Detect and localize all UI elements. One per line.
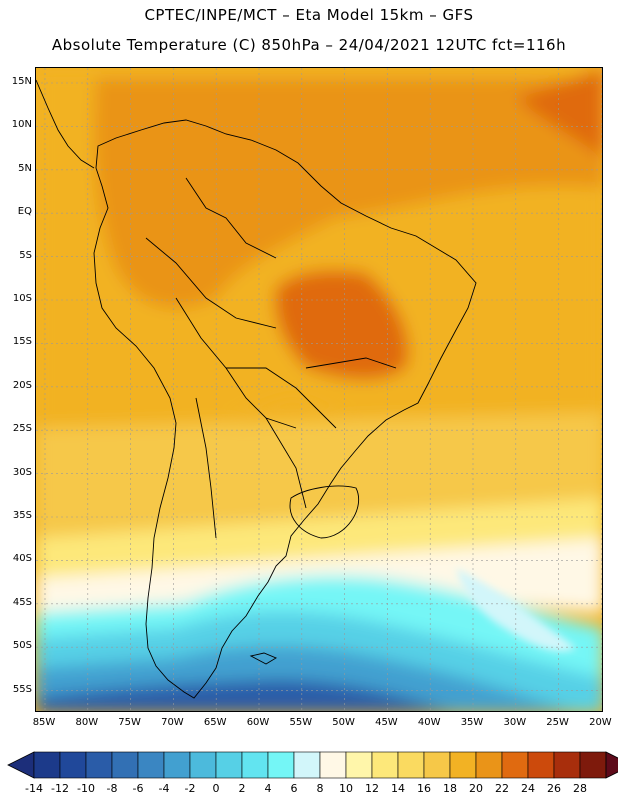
colorbar-label: 8 bbox=[316, 782, 324, 795]
lon-label: 25W bbox=[546, 717, 569, 728]
colorbar-label: 16 bbox=[417, 782, 431, 795]
colorbar-label: 18 bbox=[443, 782, 457, 795]
colorbar-cell bbox=[267, 751, 295, 779]
lon-label: 65W bbox=[203, 717, 227, 728]
colorbar-label: 12 bbox=[365, 782, 379, 795]
colorbar-over-arrow bbox=[605, 751, 618, 779]
colorbar-label: 28 bbox=[573, 782, 587, 795]
colorbar-label: -14 bbox=[25, 782, 43, 795]
lon-label: 80W bbox=[75, 717, 99, 728]
colorbar-label: -10 bbox=[77, 782, 95, 795]
lat-label: 40S bbox=[12, 553, 32, 565]
colorbar-cell bbox=[293, 751, 321, 779]
colorbar-label: -2 bbox=[184, 782, 196, 795]
lon-label: 70W bbox=[161, 717, 184, 728]
lat-label: 55S bbox=[12, 683, 32, 695]
lon-label: 75W bbox=[118, 717, 141, 728]
border-lines bbox=[145, 177, 397, 539]
colorbar-label: 22 bbox=[495, 782, 509, 795]
temperature-map[interactable] bbox=[35, 67, 603, 712]
lon-label: 85W bbox=[32, 717, 56, 728]
lat-label: 5N bbox=[18, 162, 32, 174]
colorbar-cell bbox=[241, 751, 269, 779]
colorbar-label: 0 bbox=[212, 782, 220, 795]
color-scale-bar bbox=[7, 751, 618, 779]
lon-label: 40W bbox=[417, 717, 441, 728]
colorbar-cell bbox=[85, 751, 113, 779]
lat-label: 35S bbox=[12, 510, 32, 521]
colorbar-cell bbox=[189, 751, 217, 779]
colorbar-cell bbox=[449, 751, 477, 779]
colorbar-cell bbox=[371, 751, 399, 779]
chart-title-line1: CPTEC/INPE/MCT – Eta Model 15km – GFS bbox=[144, 6, 474, 24]
colorbar-cell bbox=[319, 751, 347, 779]
field-hot-ne bbox=[516, 68, 602, 157]
colorbar-cell bbox=[397, 751, 425, 779]
central-america-coastline bbox=[36, 79, 95, 169]
colorbar-cell bbox=[33, 751, 61, 779]
colorbar-cell bbox=[553, 751, 581, 779]
lon-label: 50W bbox=[332, 717, 355, 728]
lat-label: EQ bbox=[17, 206, 32, 218]
colorbar-label: -8 bbox=[106, 782, 118, 795]
colorbar-label: 10 bbox=[339, 782, 353, 795]
lat-label: 20S bbox=[12, 379, 32, 391]
colorbar-label: -12 bbox=[51, 782, 69, 795]
colorbar-cell bbox=[345, 751, 373, 779]
colorbar-label: 14 bbox=[391, 782, 405, 795]
field-band-m10 bbox=[36, 680, 450, 711]
colorbar-label: 20 bbox=[469, 782, 483, 795]
lagoa-outline bbox=[289, 485, 360, 539]
colorbar-cell bbox=[59, 751, 87, 779]
field-hot-brazil bbox=[275, 270, 409, 380]
colorbar-label: 6 bbox=[290, 782, 298, 795]
colorbar-label: -4 bbox=[158, 782, 170, 795]
colorbar-cell bbox=[137, 751, 165, 779]
lat-label: 10S bbox=[12, 293, 32, 304]
lon-label: 20W bbox=[589, 717, 612, 728]
lat-label: 30S bbox=[12, 466, 32, 478]
lon-label: 45W bbox=[375, 717, 398, 728]
lat-label: 15N bbox=[11, 76, 32, 87]
colorbar-cell bbox=[215, 751, 243, 779]
lon-label: 60W bbox=[246, 717, 270, 728]
colorbar-cell bbox=[475, 751, 503, 779]
colorbar-label: -6 bbox=[132, 782, 144, 795]
colorbar-cell bbox=[111, 751, 139, 779]
colorbar-cell bbox=[579, 751, 607, 779]
lat-label: 50S bbox=[12, 640, 32, 652]
colorbar-under-arrow bbox=[7, 751, 35, 779]
lat-label: 5S bbox=[19, 249, 32, 261]
lon-label: 30W bbox=[503, 717, 527, 728]
colorbar-label: 26 bbox=[547, 782, 561, 795]
colorbar-cell bbox=[423, 751, 451, 779]
falklands-outline bbox=[249, 652, 277, 665]
lat-label: 15S bbox=[12, 336, 32, 348]
lat-label: 10N bbox=[11, 119, 32, 131]
colorbar-cell bbox=[527, 751, 555, 779]
field-band-20 bbox=[94, 78, 602, 308]
map-canvas bbox=[36, 68, 602, 711]
colorbar-cell bbox=[163, 751, 191, 779]
lon-label: 55W bbox=[289, 717, 313, 728]
chart-title-line2: Absolute Temperature (C) 850hPa – 24/04/… bbox=[51, 36, 567, 54]
colorbar-label: 24 bbox=[521, 782, 535, 795]
colorbar-label: 2 bbox=[238, 782, 246, 795]
colorbar-cell bbox=[501, 751, 529, 779]
lat-label: 25S bbox=[12, 423, 32, 435]
lat-label: 45S bbox=[12, 596, 32, 608]
colorbar-label: 4 bbox=[264, 782, 272, 795]
lon-label: 35W bbox=[460, 717, 484, 728]
south-america-coastline bbox=[93, 119, 477, 699]
